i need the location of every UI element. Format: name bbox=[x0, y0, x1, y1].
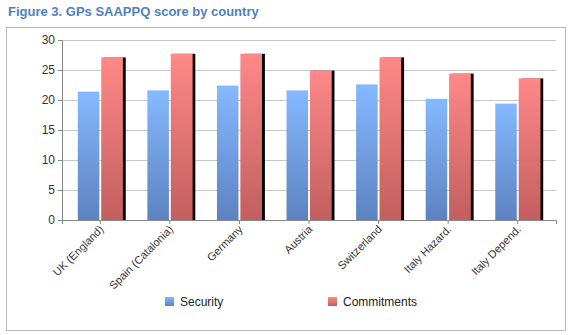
legend-label: Security bbox=[180, 295, 223, 309]
grid bbox=[62, 41, 556, 221]
x-tick: Italy Hazard. bbox=[401, 220, 453, 275]
y-tick-label: 20 bbox=[42, 93, 56, 107]
grid-line bbox=[62, 160, 556, 161]
y-tick: 30 bbox=[42, 33, 62, 47]
grid-line bbox=[62, 70, 556, 71]
y-tick: 20 bbox=[42, 93, 62, 107]
x-tick: Germany bbox=[204, 220, 245, 263]
x-tick: Switzerland bbox=[335, 220, 384, 272]
y-tick-mark bbox=[58, 70, 62, 71]
x-tick-mark bbox=[517, 220, 518, 224]
y-tick-mark bbox=[58, 100, 62, 101]
legend-item: Security bbox=[165, 295, 223, 309]
x-axis: UK (England)Spain (Catalonia) Germany Aust… bbox=[50, 220, 556, 292]
bar bbox=[287, 90, 309, 220]
legend-item: Commitments bbox=[328, 295, 417, 309]
y-tick-mark bbox=[58, 190, 62, 191]
grid-line bbox=[62, 190, 556, 191]
y-tick-label: 25 bbox=[42, 63, 56, 77]
grid-line bbox=[62, 100, 556, 101]
bar bbox=[356, 84, 378, 220]
x-tick: UK (England) bbox=[50, 220, 105, 278]
bar bbox=[147, 90, 169, 220]
y-tick-label: 10 bbox=[42, 153, 56, 167]
y-axis-line bbox=[58, 41, 63, 221]
title: Figure 3. GPs SAAPPQ score by country bbox=[8, 4, 259, 19]
bar bbox=[217, 86, 239, 220]
y-tick: 15 bbox=[42, 123, 62, 137]
bar bbox=[449, 74, 471, 220]
bars bbox=[78, 54, 540, 220]
y-tick: 10 bbox=[42, 153, 62, 167]
x-tick-mark bbox=[100, 220, 101, 224]
legend-swatch bbox=[328, 297, 337, 306]
x-tick-label: UK (England) bbox=[50, 223, 105, 278]
x-tick-mark bbox=[378, 220, 379, 224]
bar bbox=[101, 57, 123, 220]
grid-line bbox=[62, 40, 556, 41]
legend-label: Commitments bbox=[343, 295, 417, 309]
x-tick-label: Italy Depend. bbox=[469, 223, 523, 277]
y-tick-label: 0 bbox=[48, 213, 55, 227]
bar bbox=[310, 71, 332, 220]
y-axis: 0 5 10 15 20 25 30 bbox=[42, 33, 63, 227]
legend-swatch bbox=[165, 297, 174, 306]
legend: Security Commitments bbox=[165, 295, 417, 309]
y-tick-mark bbox=[58, 130, 62, 131]
bar bbox=[426, 99, 448, 220]
bar bbox=[171, 54, 193, 220]
chart: Figure 3. GPs SAAPPQ score by country 0 5 1… bbox=[0, 0, 572, 335]
bar bbox=[495, 104, 517, 220]
chart-frame bbox=[7, 28, 566, 331]
y-tick-mark bbox=[58, 160, 62, 161]
bar bbox=[78, 92, 100, 220]
grid-line bbox=[62, 130, 556, 131]
x-tick-label: Austria bbox=[282, 222, 315, 255]
x-tick-label: Italy Hazard. bbox=[401, 223, 453, 275]
y-tick-label: 5 bbox=[48, 183, 55, 197]
bar bbox=[380, 57, 402, 220]
series-bars bbox=[101, 54, 540, 220]
x-tick-label: Germany bbox=[204, 223, 245, 264]
x-tick-label: Spain (Catalonia) bbox=[107, 223, 176, 292]
x-tick: Austria bbox=[282, 220, 315, 256]
x-tick-mark bbox=[309, 220, 310, 224]
x-tick-mark bbox=[239, 220, 240, 224]
x-tick: Spain (Catalonia) bbox=[107, 220, 176, 292]
x-tick: Italy Depend. bbox=[469, 220, 523, 277]
y-tick-mark bbox=[58, 220, 62, 221]
x-tick-label: Switzerland bbox=[335, 223, 384, 272]
x-tick-mark bbox=[448, 220, 449, 224]
bar bbox=[240, 54, 262, 220]
x-tick-mark bbox=[169, 220, 170, 224]
x-axis-line bbox=[63, 221, 557, 225]
y-tick: 5 bbox=[48, 183, 62, 197]
y-tick: 0 bbox=[48, 213, 62, 227]
y-tick: 25 bbox=[42, 63, 62, 77]
y-tick-mark bbox=[58, 40, 62, 41]
y-tick-label: 30 bbox=[42, 33, 56, 47]
y-tick-label: 15 bbox=[42, 123, 56, 137]
bar bbox=[519, 78, 541, 220]
